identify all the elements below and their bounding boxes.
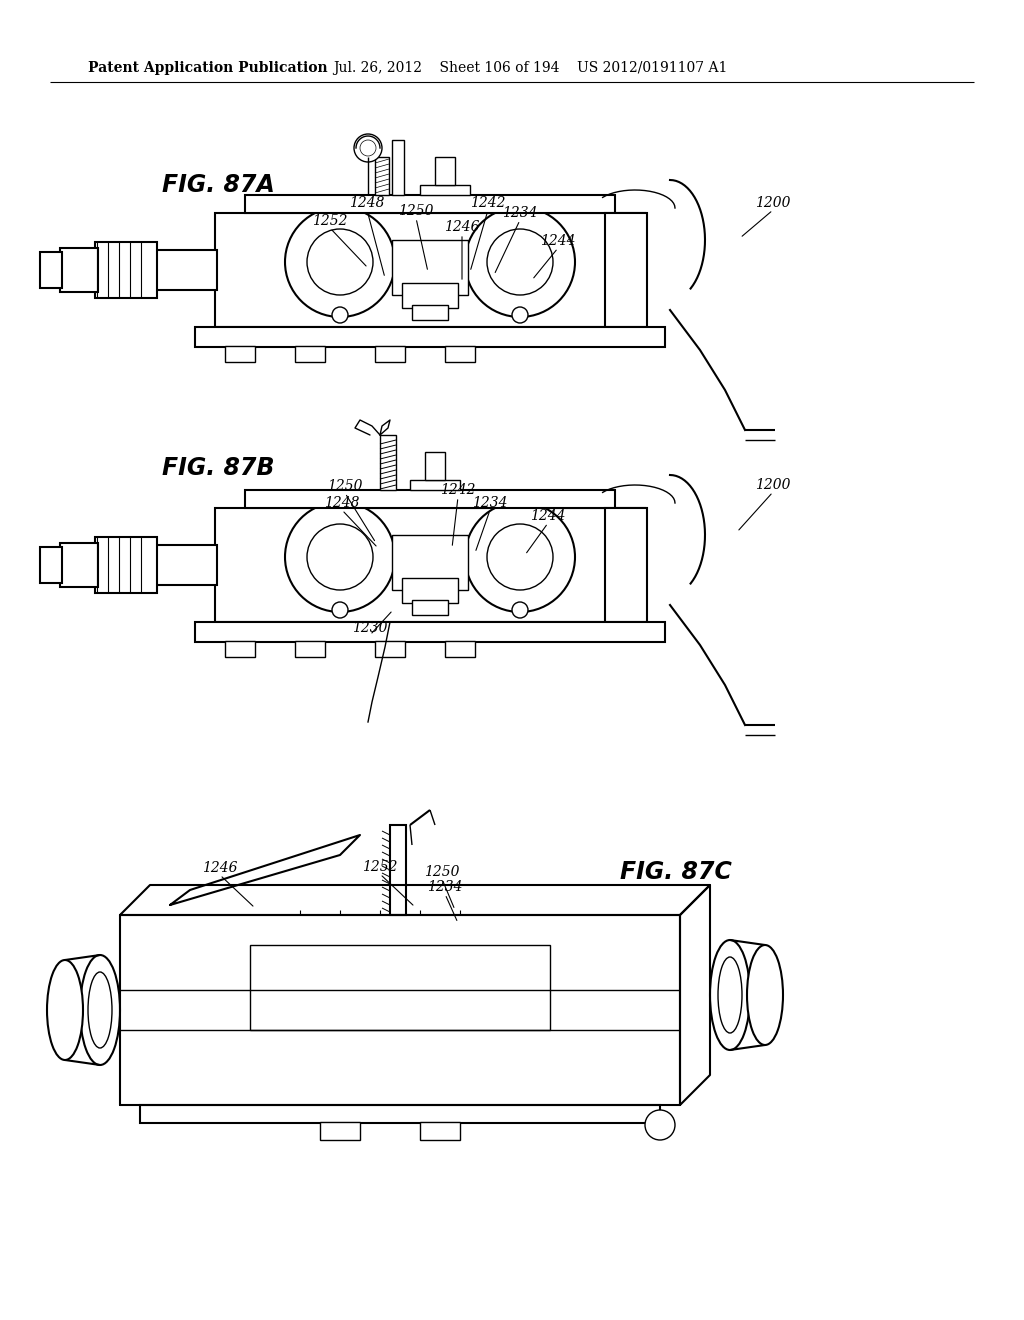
Text: FIG. 87B: FIG. 87B [162, 455, 274, 480]
Bar [412, 601, 449, 615]
Bar [155, 249, 217, 290]
Bar [215, 508, 645, 622]
Bar [435, 157, 455, 185]
Bar [245, 195, 615, 213]
Text: 1242: 1242 [440, 483, 476, 498]
Bar [295, 346, 325, 362]
Bar [445, 346, 475, 362]
Bar [412, 305, 449, 319]
Bar [225, 346, 255, 362]
Bar [375, 157, 389, 195]
Circle shape [512, 602, 528, 618]
Text: 1248: 1248 [325, 496, 359, 510]
Bar [155, 545, 217, 585]
Text: Patent Application Publication: Patent Application Publication [88, 61, 328, 75]
Text: 1252: 1252 [312, 214, 348, 228]
Text: 1234: 1234 [427, 880, 463, 894]
Bar [420, 1122, 460, 1140]
Bar [95, 537, 157, 593]
Bar [380, 436, 396, 490]
Circle shape [307, 228, 373, 294]
Bar [140, 1105, 660, 1123]
Circle shape [332, 602, 348, 618]
Text: 1242: 1242 [470, 195, 506, 210]
Ellipse shape [80, 954, 120, 1065]
Bar [390, 825, 406, 915]
Bar [250, 945, 550, 1030]
Text: FIG. 87C: FIG. 87C [620, 861, 732, 884]
Text: 1252: 1252 [362, 861, 397, 874]
Bar [410, 480, 460, 490]
Circle shape [285, 207, 395, 317]
Bar [60, 543, 98, 587]
Circle shape [307, 524, 373, 590]
Bar [445, 642, 475, 657]
Circle shape [487, 524, 553, 590]
Bar [40, 252, 62, 288]
Text: 1200: 1200 [756, 478, 791, 492]
Text: 1244: 1244 [530, 510, 565, 523]
Circle shape [360, 140, 376, 156]
Text: Jul. 26, 2012    Sheet 106 of 194    US 2012/0191107 A1: Jul. 26, 2012 Sheet 106 of 194 US 2012/0… [333, 61, 727, 75]
Circle shape [645, 1110, 675, 1140]
Ellipse shape [710, 940, 750, 1049]
Bar [60, 248, 98, 292]
Ellipse shape [746, 945, 783, 1045]
Bar [319, 1122, 360, 1140]
Text: 1234: 1234 [472, 496, 508, 510]
Text: 1250: 1250 [424, 865, 460, 879]
Bar [225, 642, 255, 657]
Circle shape [465, 207, 575, 317]
Text: 1250: 1250 [398, 205, 434, 218]
Ellipse shape [88, 972, 112, 1048]
Bar [402, 282, 458, 308]
Bar [392, 535, 468, 590]
Text: 1200: 1200 [756, 195, 791, 210]
Circle shape [512, 308, 528, 323]
Ellipse shape [718, 957, 742, 1034]
Circle shape [487, 228, 553, 294]
Text: 1234: 1234 [502, 206, 538, 220]
Circle shape [354, 135, 382, 162]
Text: FIG. 87A: FIG. 87A [162, 173, 274, 197]
Bar [195, 622, 665, 642]
Text: 1248: 1248 [349, 195, 385, 210]
Bar [375, 346, 406, 362]
Bar [420, 185, 470, 195]
Bar [605, 213, 647, 327]
Circle shape [465, 502, 575, 612]
Ellipse shape [47, 960, 83, 1060]
Bar [605, 508, 647, 622]
Text: 1250: 1250 [328, 479, 362, 492]
Text: 1246: 1246 [203, 861, 238, 875]
Bar [215, 213, 645, 327]
Bar [425, 451, 445, 480]
Bar [195, 327, 665, 347]
Circle shape [285, 502, 395, 612]
Bar [295, 642, 325, 657]
Bar [375, 642, 406, 657]
Bar [95, 242, 157, 298]
Bar [40, 546, 62, 583]
Bar [392, 240, 468, 294]
Bar [402, 578, 458, 603]
Bar [392, 140, 404, 195]
Bar [245, 490, 615, 508]
Text: 1246: 1246 [444, 220, 480, 234]
Circle shape [332, 308, 348, 323]
Text: 1230: 1230 [352, 620, 388, 635]
Text: 1244: 1244 [541, 234, 575, 248]
